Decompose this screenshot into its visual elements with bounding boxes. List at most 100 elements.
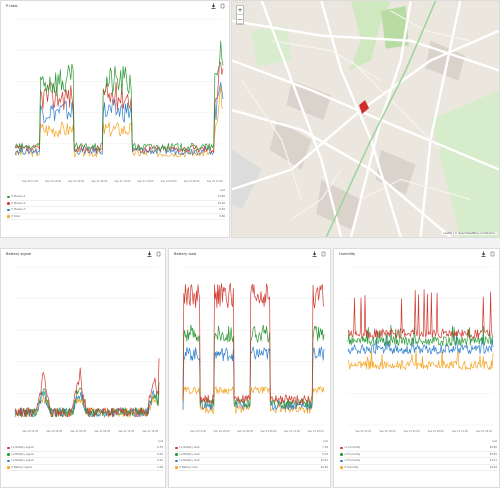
legend-item[interactable]: P Battery signal 4.00 — [7, 465, 163, 471]
legend-item[interactable]: L1 Humidity 36.80 — [340, 445, 497, 452]
expand-icon[interactable] — [220, 3, 225, 9]
x-tick-label: Sep 20 18:00 — [379, 430, 395, 433]
legend-value: 12.80 — [217, 195, 225, 199]
series-line-blue — [347, 333, 494, 355]
legend-label: P Humidity — [344, 465, 359, 469]
x-tick-label: Sep 20 18:00 — [214, 430, 230, 433]
legend-item[interactable]: L1 Battery load 7.18 — [175, 445, 328, 452]
panel-title: P total — [6, 4, 18, 8]
expand-icon[interactable] — [490, 251, 495, 257]
download-icon[interactable] — [147, 251, 152, 257]
zoom-in-button[interactable]: + — [237, 7, 243, 15]
x-tick-label: Sep 22 06:00 — [184, 180, 200, 183]
legend-swatch — [7, 453, 10, 456]
legend-swatch — [175, 446, 178, 449]
download-icon[interactable] — [312, 251, 317, 257]
series-line-red — [14, 358, 160, 418]
zoom-out-button[interactable]: − — [237, 16, 243, 24]
legend-header: last — [220, 189, 225, 192]
panel-title: Battery signal — [6, 252, 32, 256]
legend-swatch — [340, 446, 343, 449]
legend-value: 10.90 — [217, 201, 225, 205]
series-line-green — [14, 40, 224, 152]
series-line-green — [347, 324, 494, 347]
x-tick-label: Sep 20 12:00 — [22, 430, 38, 433]
legend-item[interactable]: P Battery load 10.89 — [175, 465, 328, 471]
x-tick-label: Sep 21 00:00 — [237, 430, 253, 433]
legend-label: L1 Battery signal — [11, 446, 34, 450]
legend-label: P Battery signal — [11, 465, 33, 469]
map-attribution[interactable]: Leaflet | © OpenStreetMap contributors — [441, 232, 497, 235]
legend-swatch — [7, 215, 10, 218]
legend-value: 6.80 — [219, 214, 225, 218]
x-tick-label: Sep 21 06:00 — [91, 180, 107, 183]
legend-label: L2 Battery signal — [11, 452, 34, 456]
legend-power: last P Phase L1 12.80 P Phase L2 10.90 P Phas… — [7, 189, 225, 220]
legend-label: P Phase L3 — [11, 208, 26, 212]
legend-swatch — [7, 202, 10, 205]
series-line-blue — [14, 82, 224, 156]
chart-svg: Sep 20 12:00 Sep 20 18:00 Sep 21 00:00 Sep … — [14, 266, 160, 433]
legend-value: 10.03 — [320, 459, 328, 463]
chart-svg: Sep 20 12:00 Sep 20 18:00 Sep 21 00:00 Sep … — [182, 266, 325, 433]
panel-title: Battery load — [174, 252, 197, 256]
download-icon[interactable] — [481, 251, 486, 257]
legend-label: L3 Battery load — [179, 459, 200, 463]
legend-swatch — [7, 446, 10, 449]
chart-power: Sep 20 12:00 Sep 20 18:00 Sep 21 00:00 Sep … — [5, 17, 227, 185]
panel-battery-signal: Battery signal Sep 20 12:00 Sep 20 18:00 S… — [0, 248, 166, 488]
legend-swatch — [340, 466, 343, 469]
legend-item[interactable]: L3 Humidity 34.07 — [340, 458, 497, 465]
legend-item[interactable]: P Phase L2 10.90 — [7, 201, 225, 207]
legend-label: L2 Battery load — [179, 452, 200, 456]
x-tick-label: Sep 20 12:00 — [22, 180, 38, 183]
series-line-green — [14, 382, 160, 418]
legend-swatch — [175, 459, 178, 462]
legend-label: L1 Battery load — [179, 446, 200, 450]
legend-swatch — [7, 195, 10, 198]
x-tick-label: Sep 21 12:00 — [114, 180, 130, 183]
chart-humidity: Sep 20 12:00 Sep 20 18:00 Sep 21 00:00 Sep … — [338, 265, 497, 435]
legend-label: P Phase L2 — [11, 201, 26, 205]
x-tick-label: Sep 21 12:00 — [452, 430, 468, 433]
x-tick-label: Sep 20 12:00 — [355, 430, 371, 433]
legend-label: L3 Humidity — [344, 459, 361, 463]
x-tick-label: Sep 22 00:00 — [161, 180, 177, 183]
legend-value: 8.83 — [219, 208, 225, 212]
x-tick-label: Sep 21 00:00 — [68, 180, 84, 183]
legend-item[interactable]: P Humidity 29.84 — [340, 465, 497, 471]
legend-item[interactable]: P Phase L3 8.83 — [7, 207, 225, 214]
legend-header: last — [323, 440, 328, 443]
x-tick-label: Sep 21 18:00 — [142, 430, 158, 433]
legend-value: 7.18 — [322, 446, 328, 450]
download-icon[interactable] — [211, 3, 216, 9]
legend-battery-load: last L1 Battery load 7.18 L2 Battery load 8.… — [175, 440, 328, 471]
legend-value: 9.04 — [157, 452, 163, 456]
legend-label: P Battery load — [179, 465, 198, 469]
legend-swatch — [175, 453, 178, 456]
chart-svg: Sep 20 12:00 Sep 20 18:00 Sep 21 00:00 Sep … — [347, 266, 494, 433]
legend-item[interactable]: L2 Humidity 40.85 — [340, 452, 497, 458]
x-tick-label: Sep 21 06:00 — [428, 430, 444, 433]
map[interactable]: + − Leaflet | © OpenStreetMap contributo… — [231, 0, 500, 238]
legend-item[interactable]: L3 Battery load 10.03 — [175, 458, 328, 465]
expand-icon[interactable] — [321, 251, 326, 257]
expand-icon[interactable] — [156, 251, 161, 257]
x-tick-label: Sep 21 12:00 — [118, 430, 134, 433]
legend-header: last — [158, 440, 163, 443]
legend-item[interactable]: L2 Battery signal 9.04 — [7, 452, 163, 458]
legend-item[interactable]: L3 Battery signal 9.22 — [7, 458, 163, 465]
legend-label: P total — [11, 214, 20, 218]
legend-swatch — [7, 466, 10, 469]
legend-item[interactable]: L1 Battery signal 6.53 — [7, 445, 163, 452]
x-tick-label: Sep 21 18:00 — [137, 180, 153, 183]
legend-swatch — [175, 466, 178, 469]
legend-value: 6.53 — [157, 446, 163, 450]
legend-swatch — [340, 453, 343, 456]
legend-item[interactable]: L2 Battery load 8.33 — [175, 452, 328, 458]
x-tick-label: Sep 21 00:00 — [70, 430, 86, 433]
legend-item[interactable]: P Phase L1 12.80 — [7, 194, 225, 201]
series-line-red — [182, 282, 325, 405]
x-tick-label: Sep 20 18:00 — [46, 430, 62, 433]
legend-item[interactable]: P total 6.80 — [7, 214, 225, 220]
